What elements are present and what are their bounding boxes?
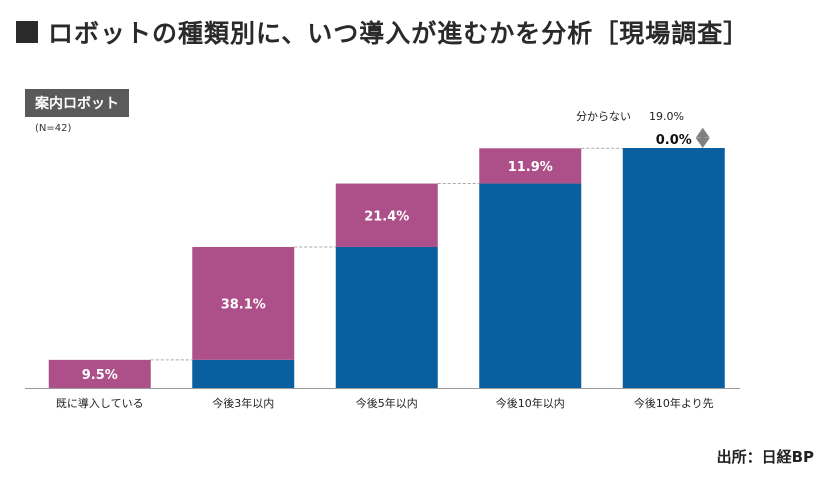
sample-size-label: (N=42) bbox=[35, 123, 72, 134]
data-label-3: 11.9% bbox=[508, 160, 553, 175]
bar-increment-2 bbox=[335, 183, 438, 247]
bar-adopted-2 bbox=[335, 246, 438, 388]
title-square-icon bbox=[16, 21, 38, 43]
unknown-arrow-up-icon bbox=[695, 127, 710, 138]
source-credit: 出所：日経BP bbox=[716, 448, 814, 466]
bar-adopted-3 bbox=[479, 183, 582, 388]
bar-adopted-1 bbox=[192, 359, 295, 388]
category-label-4: 今後10年より先 bbox=[634, 396, 714, 410]
data-label-2: 21.4% bbox=[364, 209, 409, 224]
unknown-label: 分からない bbox=[576, 110, 631, 123]
category-label-2: 今後5年以内 bbox=[356, 396, 418, 410]
category-label-1: 今後3年以内 bbox=[212, 396, 274, 410]
unknown-arrow-down-icon bbox=[695, 138, 710, 148]
bar-increment-1 bbox=[192, 246, 295, 360]
unknown-value: 19.0% bbox=[649, 110, 684, 123]
category-label-0: 既に導入している bbox=[56, 396, 144, 410]
bar-adopted-4 bbox=[622, 148, 725, 388]
bar-increment-0 bbox=[48, 359, 151, 388]
chart-title: ロボットの種類別に、いつ導入が進むかを分析［現場調査］ bbox=[16, 10, 749, 54]
data-label-1: 38.1% bbox=[221, 297, 266, 312]
subset-badge: 案内ロボット bbox=[25, 89, 129, 117]
bar-increment-3 bbox=[479, 148, 582, 184]
data-label-0: 9.5% bbox=[82, 368, 118, 383]
data-label-4: 0.0% bbox=[656, 133, 692, 148]
title-text: ロボットの種類別に、いつ導入が進むかを分析［現場調査］ bbox=[48, 19, 750, 48]
unknown-annotation: 分からない 19.0% bbox=[576, 108, 684, 124]
category-label-3: 今後10年以内 bbox=[496, 396, 565, 410]
